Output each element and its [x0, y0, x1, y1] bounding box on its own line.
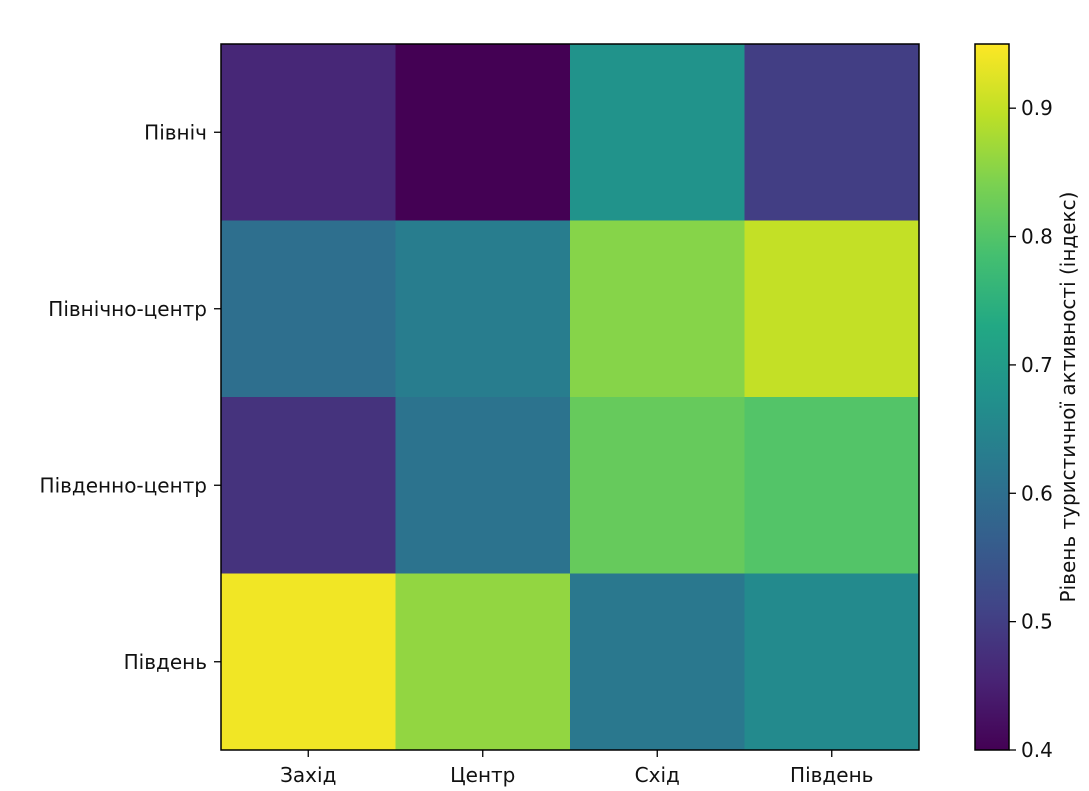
x-tick-label: Схід [635, 763, 680, 787]
colorbar-gradient [974, 43, 1010, 751]
y-tick-label: Північ [144, 120, 207, 144]
x-tick-label: Центр [450, 763, 515, 787]
y-tick-label: Північно-центр [48, 297, 207, 321]
heatmap-cell [744, 44, 920, 221]
colorbar-label: Рівень туристичної активності (індекс) [1056, 192, 1080, 603]
heatmap-cell [570, 397, 745, 574]
heatmap-cell [221, 397, 396, 574]
heatmap-cell [395, 573, 571, 751]
colorbar-tick-label: 0.5 [1021, 610, 1053, 634]
y-axis: Північ Північно-центр Південно-центр Півден… [40, 120, 221, 674]
colorbar-ticks: 0.4 0.5 0.6 0.7 0.8 0.9 [1009, 96, 1053, 762]
heatmap-cell [395, 397, 571, 574]
heatmap-cell [221, 44, 396, 221]
x-axis: Захід Центр Схід Південь [280, 750, 873, 787]
heatmap-cell [395, 220, 571, 398]
x-tick-label: Захід [280, 763, 336, 787]
heatmap-cell [744, 397, 920, 574]
colorbar-tick-label: 0.4 [1021, 738, 1053, 762]
heatmap-cells [221, 44, 920, 751]
colorbar-tick-label: 0.7 [1021, 353, 1053, 377]
heatmap-cell [395, 44, 571, 221]
heatmap-cell [570, 44, 745, 221]
heatmap-cell [221, 220, 396, 398]
heatmap-cell [570, 220, 745, 398]
heatmap-cell [221, 573, 396, 751]
heatmap-cell [570, 573, 745, 751]
colorbar-tick-label: 0.6 [1021, 481, 1053, 505]
y-tick-label: Південь [124, 650, 207, 674]
y-tick-label: Південно-центр [40, 473, 207, 497]
colorbar: 0.4 0.5 0.6 0.7 0.8 0.9 Рівень туристичної ак… [974, 43, 1080, 762]
x-tick-label: Південь [790, 763, 873, 787]
heatmap-cell [744, 573, 920, 751]
colorbar-tick-label: 0.8 [1021, 225, 1053, 249]
plot-frame [220, 43, 920, 751]
colorbar-tick-label: 0.9 [1021, 96, 1053, 120]
heatmap-cell [744, 220, 920, 398]
